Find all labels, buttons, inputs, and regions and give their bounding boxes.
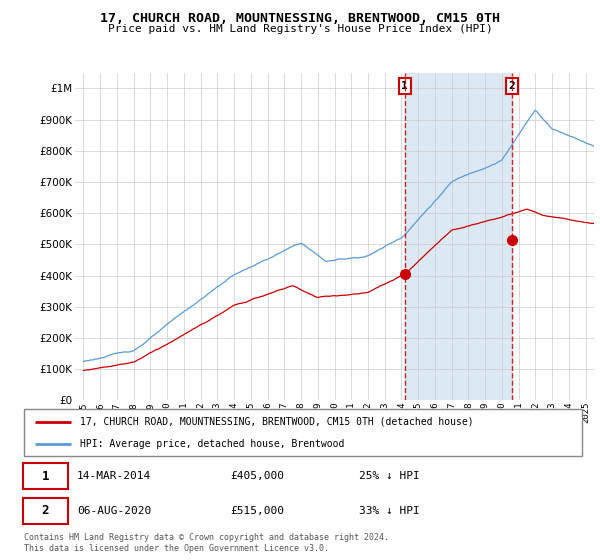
Text: 2: 2 (41, 505, 49, 517)
Text: 1: 1 (401, 81, 408, 91)
Text: HPI: Average price, detached house, Brentwood: HPI: Average price, detached house, Bren… (80, 438, 344, 449)
Text: 17, CHURCH ROAD, MOUNTNESSING, BRENTWOOD, CM15 0TH: 17, CHURCH ROAD, MOUNTNESSING, BRENTWOOD… (100, 12, 500, 25)
Text: Contains HM Land Registry data © Crown copyright and database right 2024.
This d: Contains HM Land Registry data © Crown c… (24, 533, 389, 553)
Text: 17, CHURCH ROAD, MOUNTNESSING, BRENTWOOD, CM15 0TH (detached house): 17, CHURCH ROAD, MOUNTNESSING, BRENTWOOD… (80, 417, 473, 427)
FancyBboxPatch shape (24, 409, 582, 456)
Text: Price paid vs. HM Land Registry's House Price Index (HPI): Price paid vs. HM Land Registry's House … (107, 24, 493, 34)
Text: 06-AUG-2020: 06-AUG-2020 (77, 506, 151, 516)
Text: 1: 1 (41, 469, 49, 483)
Text: £515,000: £515,000 (230, 506, 284, 516)
FancyBboxPatch shape (23, 498, 68, 524)
Bar (405, 73, 512, 400)
Text: £405,000: £405,000 (230, 471, 284, 481)
Text: 14-MAR-2014: 14-MAR-2014 (77, 471, 151, 481)
Text: 33% ↓ HPI: 33% ↓ HPI (359, 506, 419, 516)
Text: 25% ↓ HPI: 25% ↓ HPI (359, 471, 419, 481)
FancyBboxPatch shape (23, 463, 68, 489)
Text: 2: 2 (509, 81, 515, 91)
